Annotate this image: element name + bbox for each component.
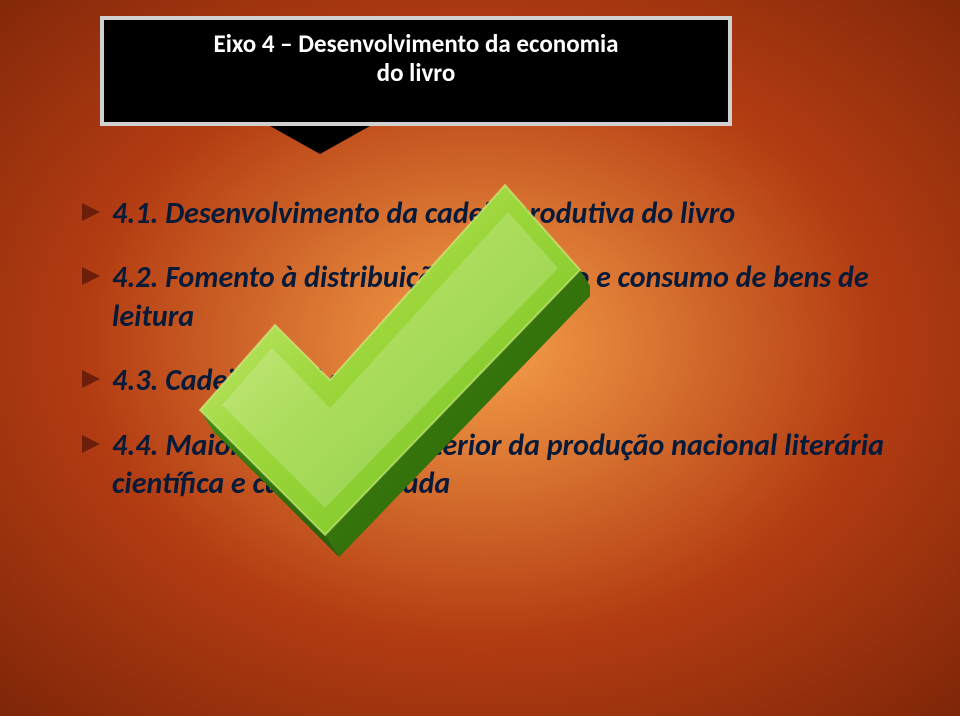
bullet-arrow-icon [80,433,102,455]
list-item-text: 4.2. Fomento à distribuição, circulação … [112,259,890,336]
list-item: 4.1. Desenvolvimento da cadeia produtiva… [80,195,890,233]
title-tab-icon [270,126,370,154]
bullet-arrow-icon [80,265,102,287]
list-item-text: 4.3. Cadeia criativa do livro [112,362,451,400]
list-item-text: 4.4. Maior presença no exterior da produ… [112,427,890,504]
title-line-2: do livro [104,59,728,88]
title-box: Eixo 4 – Desenvolvimento da economia do … [100,16,732,126]
bullet-arrow-icon [80,201,102,223]
list-item: 4.3. Cadeia criativa do livro [80,362,890,400]
list-item-text: 4.1. Desenvolvimento da cadeia produtiva… [112,195,735,233]
list-item: 4.2. Fomento à distribuição, circulação … [80,259,890,336]
bullet-list: 4.1. Desenvolvimento da cadeia produtiva… [80,195,890,529]
bullet-arrow-icon [80,368,102,390]
slide: Eixo 4 – Desenvolvimento da economia do … [0,0,960,716]
list-item: 4.4. Maior presença no exterior da produ… [80,427,890,504]
title-line-1: Eixo 4 – Desenvolvimento da economia [104,30,728,59]
